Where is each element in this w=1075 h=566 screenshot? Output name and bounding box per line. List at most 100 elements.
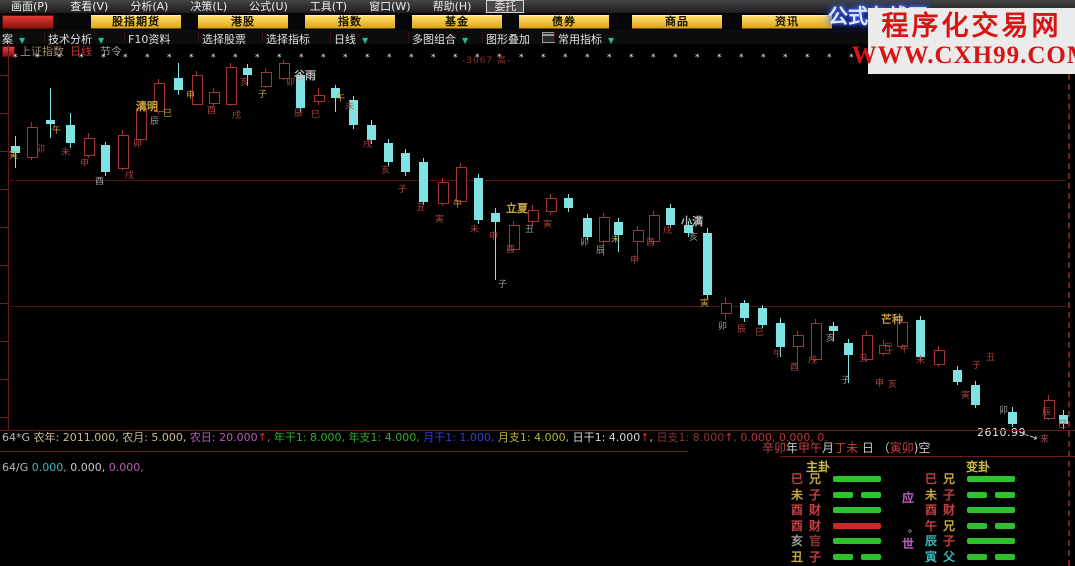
- day-marker-dot: *: [101, 53, 106, 63]
- status-segment: ,: [733, 431, 741, 444]
- toolbar-item-5[interactable]: 日线 ▼: [334, 33, 369, 46]
- last-price-label: 2610.99: [977, 426, 1026, 439]
- separator-line: [0, 430, 1075, 431]
- toolbar-item-0[interactable]: 案 ▼: [2, 33, 26, 46]
- menu-bar: 画面(P) 查看(V) 分析(A) 决策(L) 公式(U) 工具(T) 窗口(W) 帮助(H)…: [0, 0, 1075, 13]
- hexagram-rows: 巳兄巳兄未子应未子酉财酉财酉财。午兄亥官世辰子丑子寅父: [780, 455, 1070, 566]
- menu-item-6[interactable]: 窗口(W): [369, 0, 411, 13]
- hex-line-solid: [967, 476, 1015, 482]
- toolbar-item-8[interactable]: 常用指标 ▼: [558, 33, 615, 46]
- branch-label: 酉: [506, 245, 516, 255]
- menu-item-7[interactable]: 帮助(H): [432, 0, 472, 13]
- branch-label: 丑: [859, 354, 869, 364]
- candle: [331, 88, 340, 98]
- market-tab-0[interactable]: 股指期货: [91, 14, 181, 29]
- branch-label: 未: [470, 225, 480, 235]
- menu-item-5[interactable]: 工具(T): [309, 0, 348, 13]
- candle: [474, 178, 483, 220]
- chart-indicator-label[interactable]: 节令: [100, 45, 122, 58]
- market-tab-4[interactable]: 债券: [519, 14, 609, 29]
- candle: [384, 143, 393, 162]
- toolbar-item-1[interactable]: 技术分析 ▼: [48, 33, 105, 46]
- menu-item-4[interactable]: 公式(U): [249, 0, 288, 13]
- status-segment: 0.000,: [31, 461, 71, 474]
- menu-item-0[interactable]: 画面(P): [11, 0, 49, 13]
- solar-term-label: 立夏: [506, 202, 528, 215]
- candle: [314, 95, 325, 102]
- hex-relation-char: 子: [943, 487, 956, 502]
- toolbar-separator: [482, 32, 483, 42]
- menu-item-3[interactable]: 决策(L): [190, 0, 228, 13]
- axis-tick: [0, 341, 8, 342]
- toolbar-item-2[interactable]: F10资料: [128, 33, 171, 46]
- candle: [758, 308, 767, 325]
- branch-label: 寅: [700, 299, 710, 309]
- market-tab-2[interactable]: 指数: [305, 14, 395, 29]
- indicator-status-line-1: 64*G 农年: 2011.000, 农月: 5.000, 农日: 20.000…: [2, 431, 1075, 444]
- candle: [583, 218, 592, 237]
- candle: [811, 323, 822, 360]
- branch-label: 酉: [646, 238, 656, 248]
- branch-label: 巳: [163, 109, 173, 119]
- candle: [27, 127, 38, 158]
- chart-period-label[interactable]: 日线: [70, 45, 92, 58]
- day-marker-dot: *: [79, 53, 84, 63]
- chevron-down-icon[interactable]: ▼: [608, 36, 615, 45]
- candle: [243, 68, 252, 75]
- hex-line-broken: [995, 491, 1015, 498]
- candle: [154, 83, 165, 112]
- toolbar-item-7[interactable]: 图形叠加: [486, 33, 530, 46]
- hex-line-broken: [995, 554, 1015, 560]
- day-marker-dot: *: [805, 53, 810, 63]
- hex-line-solid: [967, 538, 1015, 545]
- candle: [1059, 415, 1068, 424]
- toolbar-item-4[interactable]: 选择指标: [266, 33, 310, 46]
- branch-label: 寅: [435, 215, 445, 225]
- market-tab-5[interactable]: 商品: [632, 14, 722, 29]
- chevron-down-icon[interactable]: ▼: [462, 36, 469, 45]
- candle: [401, 153, 410, 172]
- market-tab-3[interactable]: 基金: [412, 14, 502, 29]
- menu-item-2[interactable]: 分析(A): [130, 0, 169, 13]
- market-tab-6[interactable]: 资讯: [742, 14, 832, 29]
- hex-line-solid: [833, 538, 881, 545]
- branch-label: 亥: [888, 380, 898, 390]
- branch-label: 戌: [663, 226, 673, 236]
- market-tab-bar: 股指期货 港股 指数 基金 债券 商品 资讯: [0, 13, 1075, 30]
- day-marker-dot: *: [233, 53, 238, 63]
- day-marker-dot: *: [145, 53, 150, 63]
- chart-left-axis: [8, 44, 9, 430]
- day-marker-dot: *: [277, 53, 282, 63]
- day-marker-dot: *: [57, 53, 62, 63]
- market-tab-1[interactable]: 港股: [198, 14, 288, 29]
- chevron-down-icon[interactable]: ▼: [362, 36, 369, 45]
- status-segment: 0.000,: [70, 461, 109, 474]
- hex-branch-char: 午: [925, 518, 938, 533]
- status-segment: 寅卯: [889, 441, 914, 455]
- toolbar-item-6[interactable]: 多图组合 ▼: [412, 33, 469, 46]
- market-red-indicator[interactable]: [2, 14, 54, 29]
- branch-label: 子: [972, 361, 982, 371]
- day-marker-dot: *: [519, 53, 524, 63]
- day-marker-dot: *: [607, 53, 612, 63]
- branch-label: 卯: [36, 145, 46, 155]
- chart-symbol[interactable]: 上证指数: [20, 45, 64, 58]
- candle: [101, 145, 110, 172]
- candle: [136, 108, 147, 140]
- chevron-down-icon[interactable]: ▼: [19, 36, 26, 45]
- entrust-button[interactable]: 委托: [486, 0, 525, 13]
- hex-line-broken: [967, 491, 987, 498]
- price-level-line: [10, 306, 1066, 307]
- hex-line-broken: [995, 522, 1015, 529]
- solar-term-label: 谷雨: [294, 69, 316, 82]
- chart-right-axis: [1068, 44, 1070, 566]
- status-segment: 年干1: 8.000,: [273, 431, 349, 444]
- branch-label: 戌: [363, 140, 373, 150]
- chevron-down-icon[interactable]: ▼: [98, 36, 105, 45]
- toolbar-item-3[interactable]: 选择股票: [202, 33, 246, 46]
- day-marker-dot: *: [211, 53, 216, 63]
- menu-item-1[interactable]: 查看(V): [70, 0, 109, 13]
- toolbar-separator: [124, 32, 125, 42]
